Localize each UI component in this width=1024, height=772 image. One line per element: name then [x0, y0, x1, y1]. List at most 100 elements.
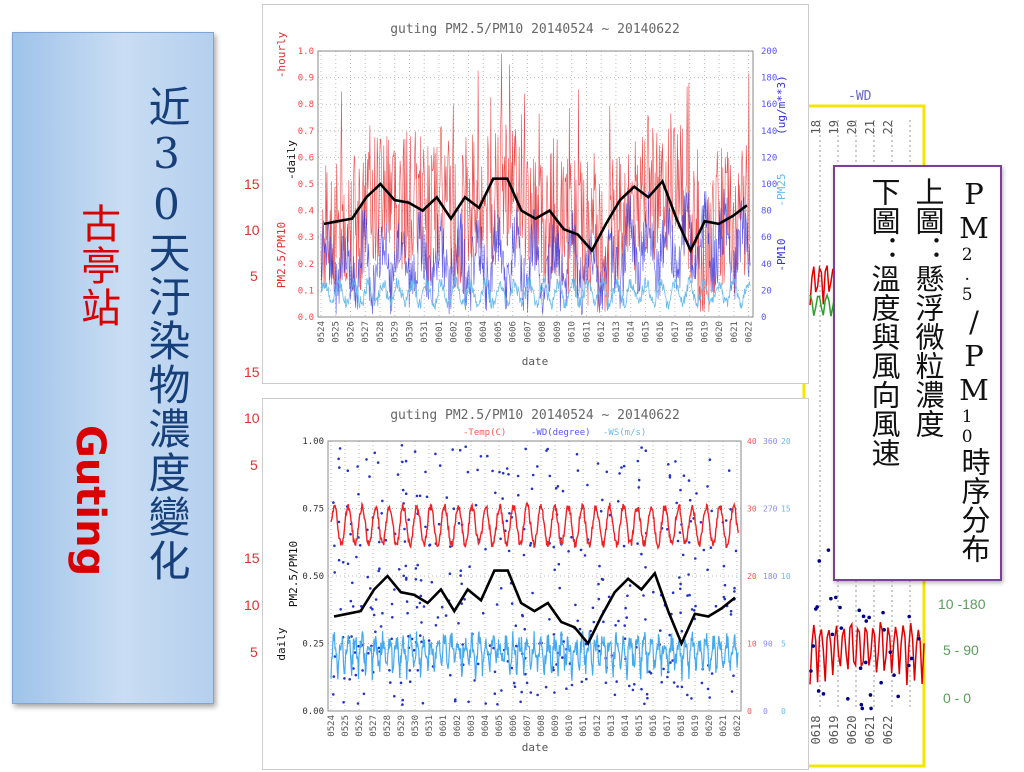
bg-scatter-point [811, 644, 816, 648]
wd-point [687, 541, 691, 544]
bg-date-label: 18 [809, 120, 823, 134]
wd-point [710, 509, 713, 513]
wd-point [548, 618, 551, 621]
wd-point [419, 579, 423, 582]
bg-scatter-point [809, 669, 813, 673]
wd-point [648, 670, 651, 673]
x-tick-label: 0617 [671, 321, 681, 343]
chart-title: guting PM2.5/PM10 20140524 ~ 20140622 [390, 408, 680, 423]
wd-point [339, 608, 342, 611]
wd-point [601, 498, 604, 502]
wd-point [722, 595, 726, 599]
y-tick-label: 0.3 [298, 233, 314, 243]
wd-point [531, 473, 535, 477]
wd-point [460, 602, 463, 605]
wd-point [580, 680, 584, 684]
bg-scatter-point [863, 660, 868, 665]
wd-point [388, 669, 391, 672]
wd-point [468, 565, 471, 568]
bg-scatter-point [861, 614, 866, 619]
wd-point [599, 509, 603, 513]
wd-point [494, 491, 497, 495]
y2-tick-label: 60 [761, 233, 772, 243]
wd-point [514, 624, 518, 627]
wd-point [352, 667, 355, 670]
wd-point [407, 518, 410, 521]
wd-point [517, 493, 520, 497]
x-tick-label: 0620 [705, 715, 715, 737]
temp-line [330, 501, 739, 551]
wd-point [662, 667, 665, 671]
wd-point [427, 639, 431, 642]
wd-point [378, 567, 381, 570]
wd-point [520, 690, 523, 694]
wd-point [362, 692, 366, 696]
bg-scatter-point [864, 619, 869, 623]
bg-date-label: 19 [827, 120, 841, 134]
bg-scatter-point [896, 694, 900, 699]
wd-point [529, 691, 533, 694]
wd-point [544, 685, 548, 689]
wd-point [706, 687, 710, 691]
wd-point [476, 468, 479, 472]
bg-date-label: 0622 [881, 716, 895, 745]
wd-point [668, 633, 671, 637]
x-tick-label: 0602 [450, 321, 460, 343]
wd-point [686, 594, 689, 597]
wd-point [727, 469, 731, 472]
wd-point [706, 485, 709, 488]
y2-tick-label: 160 [761, 100, 777, 110]
wd-point [500, 689, 503, 692]
wd-point [495, 603, 499, 606]
x-tick-label: 0604 [479, 321, 489, 343]
wd-point [367, 652, 370, 655]
wd-point [349, 532, 352, 536]
wd-point [583, 554, 587, 557]
wd-point [414, 567, 418, 570]
wd-point [585, 677, 588, 681]
bg-axis-label: 0 - 0 [943, 690, 972, 706]
wd-point [567, 550, 570, 553]
wd-point [620, 466, 623, 469]
daily-line [333, 569, 736, 647]
wd-point [428, 544, 431, 547]
wd-point [459, 569, 463, 572]
x-tick-label: 0528 [383, 715, 393, 737]
wd-point [708, 696, 711, 699]
wd-point [338, 447, 342, 450]
bg-date-label: 22 [881, 120, 895, 134]
wd-point [377, 540, 381, 544]
wd-point [681, 553, 685, 557]
y2-tick-label: 40 [761, 260, 772, 270]
x-tick-label: 0606 [509, 321, 519, 343]
wd-point [660, 680, 663, 684]
wd-point [338, 466, 341, 469]
wd-point [589, 629, 592, 633]
y-tick-label: 0.75 [302, 505, 324, 515]
note-line-2: 上圖：懸浮微粒濃度 [911, 177, 945, 438]
bg-date-label: 0619 [827, 716, 841, 745]
wd-point [405, 600, 409, 603]
x-tick-label: 0527 [369, 715, 379, 737]
wd-point [679, 488, 682, 492]
bg-axis-label: 10 -180 [938, 596, 986, 612]
x-tick-label: 0612 [593, 715, 603, 737]
wd-point [561, 656, 564, 659]
x-tick-label: 0621 [730, 321, 740, 343]
wd-point [371, 607, 374, 611]
x-tick-label: 0622 [733, 715, 743, 737]
bottom-chart: guting PM2.5/PM10 20140524 ~ 20140622 -Te… [262, 398, 809, 770]
x-tick-label: 0619 [691, 715, 701, 737]
wd-point [507, 473, 510, 476]
wd-point [402, 574, 405, 578]
wd-point [709, 546, 713, 549]
bg-trace-red [809, 621, 925, 685]
wd-point [467, 700, 470, 704]
x-tick-label: 0524 [317, 321, 327, 343]
wd-point [576, 469, 580, 472]
bg-scatter-point [817, 559, 822, 563]
wd-point [676, 685, 679, 688]
wd-point [602, 620, 605, 624]
wd-point [425, 495, 429, 499]
wd-point [733, 590, 736, 593]
